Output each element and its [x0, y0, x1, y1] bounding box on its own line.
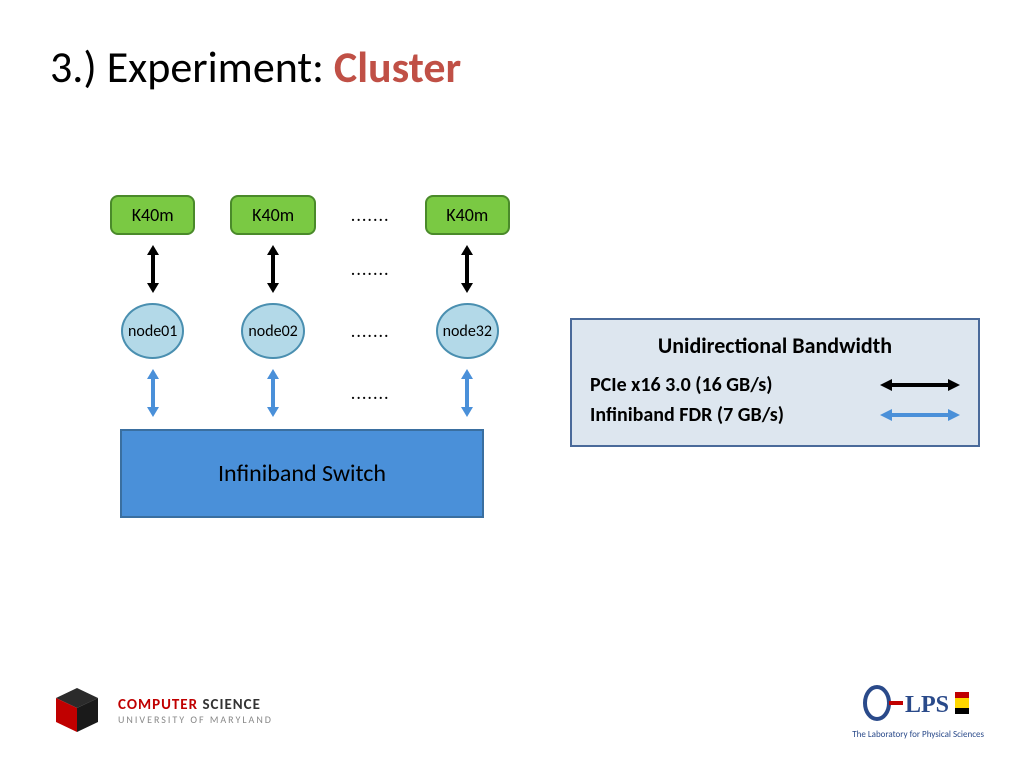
ellipsis: .......	[351, 382, 390, 404]
lps-subtitle: The Laboratory for Physical Sciences	[852, 729, 984, 740]
node-circle: node01	[121, 303, 184, 359]
gpu-row: K40m K40m ....... K40m	[110, 195, 510, 235]
bandwidth-legend: Unidirectional Bandwidth PCIe x16 3.0 (1…	[570, 318, 980, 447]
infiniband-switch: Infiniband Switch	[120, 429, 484, 518]
ellipsis: .......	[351, 258, 390, 280]
gpu-box: K40m	[110, 195, 195, 235]
vertical-arrow-black	[230, 245, 315, 293]
double-arrow-icon	[880, 376, 960, 394]
title-accent: Cluster	[334, 40, 461, 94]
cs-sub: UNIVERSITY OF MARYLAND	[118, 714, 273, 725]
footer-left-logo: COMPUTER SCIENCE UNIVERSITY OF MARYLAND	[50, 684, 273, 738]
cube-icon	[50, 684, 104, 738]
svg-text:LPS: LPS	[905, 692, 949, 718]
legend-title: Unidirectional Bandwidth	[590, 332, 960, 359]
footer-right-logo: LPS The Laboratory for Physical Sciences	[852, 684, 984, 740]
vertical-arrow-blue	[230, 369, 315, 417]
double-arrow-icon	[880, 406, 960, 424]
legend-label: PCIe x16 3.0 (16 GB/s)	[590, 373, 773, 397]
cs-text: COMPUTER SCIENCE UNIVERSITY OF MARYLAND	[118, 697, 273, 725]
node-switch-arrows: .......	[110, 369, 510, 417]
cluster-diagram: K40m K40m ....... K40m ....... node01 no…	[110, 195, 510, 518]
slide-title: 3.) Experiment: Cluster	[50, 40, 461, 94]
legend-row-pcie: PCIe x16 3.0 (16 GB/s)	[590, 373, 960, 397]
gpu-node-arrows: .......	[110, 245, 510, 293]
ellipsis: .......	[351, 320, 390, 342]
vertical-arrow-blue	[110, 369, 195, 417]
switch-row: Infiniband Switch	[110, 429, 510, 518]
legend-row-infiniband: Infiniband FDR (7 GB/s)	[590, 403, 960, 427]
node-row: node01 node02 ....... node32	[110, 303, 510, 359]
lps-icon: LPS	[863, 684, 973, 722]
cs-main: COMPUTER SCIENCE	[118, 697, 273, 714]
ellipsis: .......	[351, 204, 390, 226]
node-circle: node32	[436, 303, 499, 359]
gpu-box: K40m	[425, 195, 510, 235]
vertical-arrow-black	[425, 245, 510, 293]
node-circle: node02	[241, 303, 304, 359]
gpu-box: K40m	[230, 195, 315, 235]
vertical-arrow-black	[110, 245, 195, 293]
title-prefix: 3.) Experiment:	[50, 40, 334, 94]
vertical-arrow-blue	[425, 369, 510, 417]
legend-label: Infiniband FDR (7 GB/s)	[590, 403, 784, 427]
